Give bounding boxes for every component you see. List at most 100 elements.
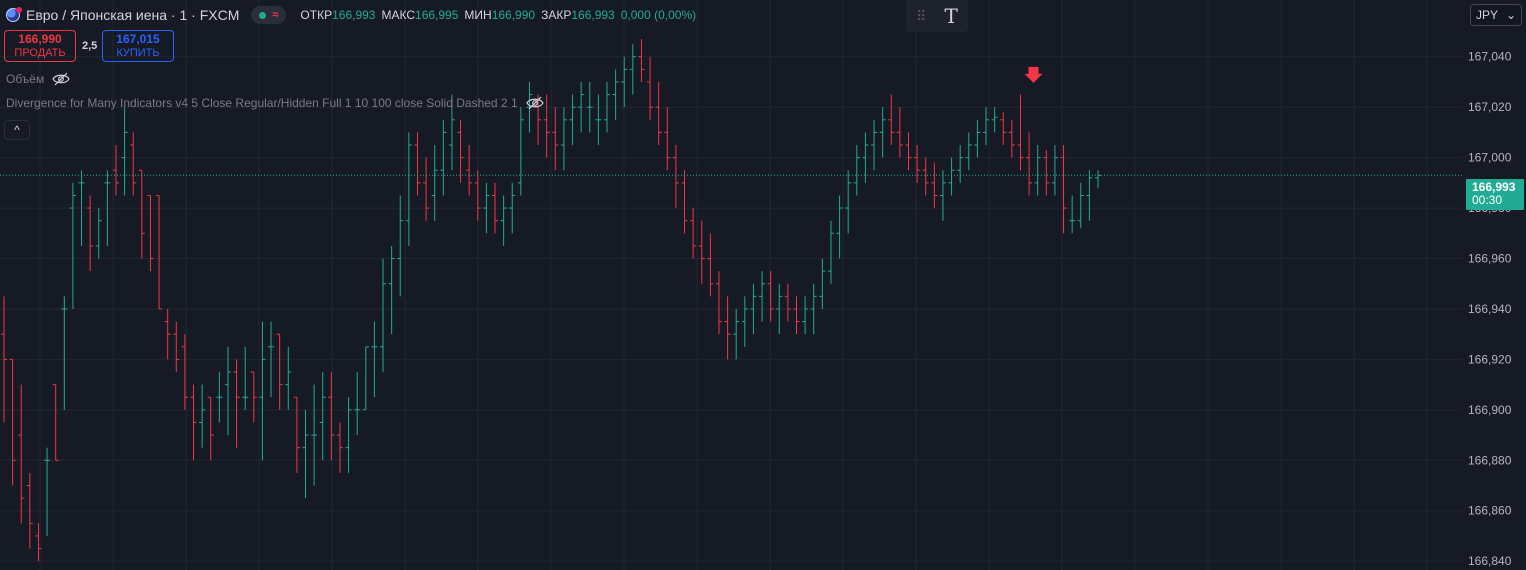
ohlc-bar (457, 119, 464, 183)
ohlc-bar (199, 384, 206, 448)
ohlc-bar (233, 359, 240, 448)
indicator-volume[interactable]: Объём (6, 72, 70, 86)
ohlc-bar (285, 346, 292, 410)
ohlc-bar (95, 208, 102, 259)
sell-button[interactable]: 166,990 ПРОДАТЬ (4, 30, 76, 62)
buy-label: КУПИТЬ (116, 47, 160, 59)
hidden-eye-icon[interactable] (52, 72, 70, 86)
ohlc-bar (759, 271, 766, 322)
bar-countdown: 00:30 (1472, 193, 1503, 207)
ohlc-bar (983, 107, 990, 146)
ohlc-bar (500, 195, 507, 246)
sell-label: ПРОДАТЬ (14, 47, 66, 59)
currency-select[interactable]: JPY ⌄ (1470, 4, 1522, 26)
ohlc-bar (259, 321, 266, 461)
currency-value: JPY (1476, 8, 1499, 22)
indicator-divergence[interactable]: Divergence for Many Indicators v4 5 Clos… (6, 96, 544, 110)
y-axis-tick-label: 167,020 (1468, 100, 1512, 114)
ohlc-bar (354, 372, 361, 436)
ohlc-bar (181, 334, 188, 410)
ohlc-bar (121, 107, 128, 196)
ohlc-bar (276, 333, 283, 410)
buy-button[interactable]: 167,015 КУПИТЬ (102, 30, 174, 62)
ohlc-bar (319, 372, 326, 461)
ohlc-bar (776, 283, 783, 335)
ohlc-bar (810, 283, 817, 335)
y-axis-tick-label: 166,860 (1468, 504, 1512, 518)
ohlc-bar (578, 81, 585, 133)
ohlc-bar (517, 107, 524, 196)
symbol-logo-icon (6, 7, 22, 22)
ohlc-bar (569, 94, 576, 146)
market-status[interactable]: ≈ (251, 6, 287, 24)
ohlc-bar (905, 132, 912, 171)
ohlc-bar (707, 233, 714, 297)
ohlc-value: 166,993 (332, 8, 376, 22)
ohlc-bar (1008, 119, 1015, 158)
text-tool-icon[interactable]: T (944, 4, 958, 28)
market-open-dot-icon (259, 11, 267, 19)
ohlc-bar (655, 81, 662, 146)
ohlc-bar (664, 107, 671, 171)
ohlc-bar (827, 220, 834, 284)
ohlc-bar (896, 107, 903, 158)
ohlc-key: ОТКР (300, 8, 333, 22)
ohlc-bar (345, 397, 352, 473)
ohlc-bar (1034, 145, 1041, 196)
ohlc-bar (672, 145, 679, 209)
y-axis-tick-label: 166,900 (1468, 403, 1512, 417)
ohlc-bar (9, 358, 16, 486)
ohlc-bar (741, 296, 748, 347)
ohlc-bar (698, 220, 705, 284)
ohlc-bar (1026, 132, 1033, 196)
ohlc-bar (302, 409, 309, 499)
ohlc-bar (647, 56, 654, 120)
ohlc-bar (362, 346, 369, 411)
hidden-eye-icon[interactable] (525, 96, 544, 110)
ohlc-bar (423, 157, 430, 221)
ohlc-bar (914, 145, 921, 183)
ohlc-bar (612, 69, 619, 120)
drag-handle-icon[interactable]: ⠿ (916, 7, 926, 24)
ohlc-bar (888, 94, 895, 146)
ohlc-bar (802, 296, 809, 335)
ohlc-bar (371, 321, 378, 398)
ohlc-bar (164, 308, 171, 360)
ohlc-bar (414, 132, 421, 196)
ohlc-bar (448, 94, 455, 171)
ohlc-bar (18, 384, 25, 524)
ohlc-bar (431, 145, 438, 221)
ohlc-bar (26, 472, 33, 549)
current-price: 166,993 (1472, 180, 1516, 194)
ohlc-bar (526, 81, 533, 133)
ohlc-key: МАКС (381, 8, 416, 22)
ohlc-bar (44, 447, 51, 536)
ohlc-change: 0,000 (0,00%) (620, 8, 697, 22)
collapse-indicators-button[interactable]: ^ (4, 120, 30, 140)
ohlc-bar (1043, 150, 1050, 196)
ohlc-value: 166,993 (571, 8, 615, 22)
ohlc-bar (35, 523, 42, 562)
ohlc-bar (690, 208, 697, 259)
ohlc-bar (853, 145, 860, 196)
ohlc-bar (939, 170, 946, 221)
ohlc-bar (440, 119, 447, 196)
ohlc-bar (1077, 182, 1084, 229)
ohlc-bar (242, 346, 249, 410)
ohlc-bar (268, 321, 275, 398)
ohlc-bar (715, 271, 722, 335)
ohlc-bar (190, 384, 197, 461)
ohlc-bar (931, 162, 938, 209)
symbol-title[interactable]: Евро / Японская иена · 1 · FXCM (26, 7, 240, 23)
y-axis-tick-label: 166,940 (1468, 302, 1512, 316)
ohlc-bar (560, 107, 567, 171)
floating-drawing-toolbar[interactable]: ⠿ T (906, 0, 968, 32)
ohlc-bar (1060, 145, 1067, 234)
ohlc-bar (784, 283, 791, 322)
ohlc-bar (474, 170, 481, 221)
buy-price: 167,015 (116, 32, 160, 46)
ohlc-bar (948, 157, 955, 196)
ohlc-bar (862, 132, 869, 183)
ohlc-bar (586, 81, 593, 133)
